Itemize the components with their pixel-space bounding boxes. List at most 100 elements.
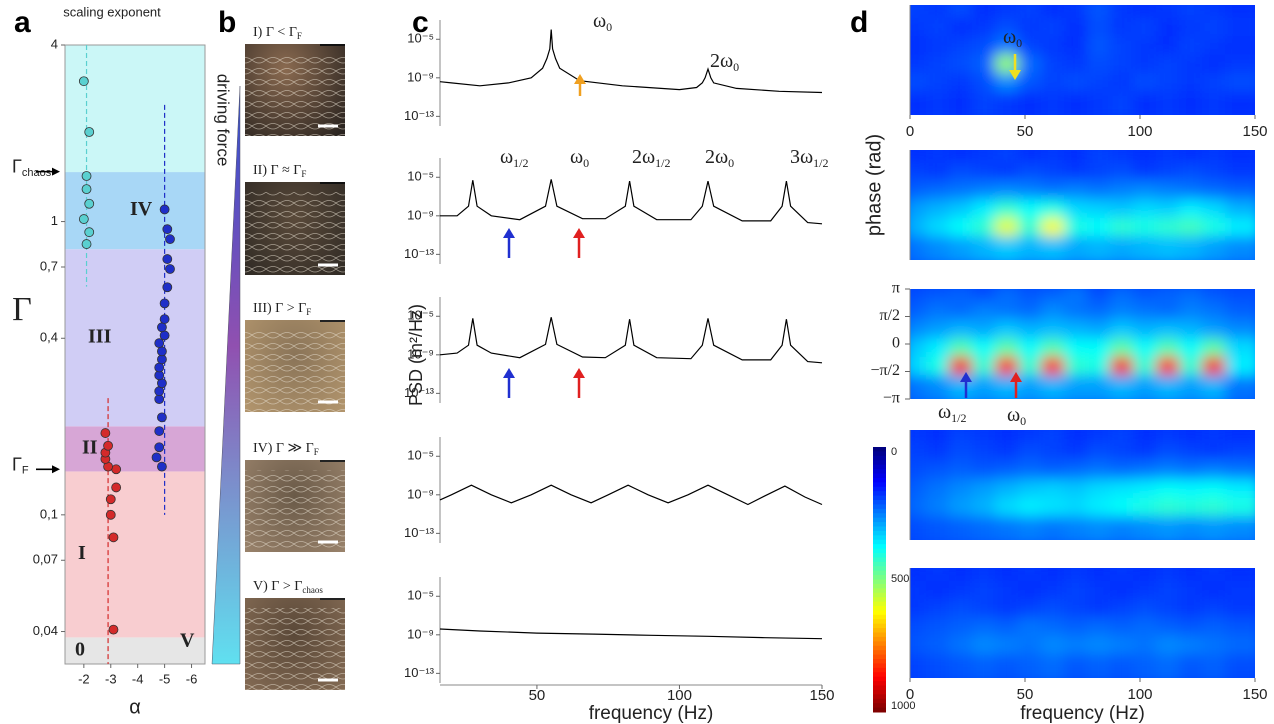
colorbar-step bbox=[873, 610, 886, 616]
x-tick-label: 50 bbox=[1017, 686, 1034, 703]
heatmap-cell bbox=[1225, 236, 1255, 260]
peak-label-sub: 0 bbox=[583, 156, 589, 170]
heatmap-cell bbox=[1225, 91, 1255, 115]
image-label-main: III) Γ > Γ bbox=[253, 301, 306, 316]
colorbar-step bbox=[873, 694, 886, 700]
data-point bbox=[159, 298, 170, 309]
panel-label: d bbox=[850, 6, 868, 39]
y-tick-label: 10⁻⁵ bbox=[407, 169, 434, 184]
peak-label-main: 2ω bbox=[705, 146, 728, 168]
arrow-head bbox=[503, 368, 515, 378]
data-point bbox=[108, 624, 119, 635]
data-point bbox=[157, 461, 167, 472]
data-point bbox=[81, 171, 92, 181]
colorbar-step bbox=[873, 685, 886, 691]
y-tick-label: 10⁻¹³ bbox=[404, 385, 435, 400]
peak-label: 2ω1/2 bbox=[632, 146, 671, 170]
colorbar-step bbox=[873, 513, 886, 519]
regime-label: I bbox=[78, 542, 86, 564]
driving-force-wedge bbox=[211, 85, 241, 665]
peak-label: ω0 bbox=[570, 146, 589, 170]
label-box bbox=[243, 22, 347, 44]
threshold-arrow-head bbox=[52, 167, 60, 176]
peak-label-sub: 0 bbox=[733, 60, 739, 74]
spectrum bbox=[440, 179, 823, 225]
threshold-label: ΓF bbox=[12, 454, 29, 477]
panel-label: a bbox=[14, 6, 31, 39]
image-label-main: V) Γ > Γ bbox=[253, 579, 302, 594]
arrow-head bbox=[573, 368, 585, 378]
data-point bbox=[105, 494, 116, 505]
colorbar-step bbox=[873, 469, 886, 474]
image-label-sub: F bbox=[301, 169, 306, 179]
image-label: V) Γ > Γchaos bbox=[253, 579, 323, 595]
x-tick-label: 0 bbox=[906, 686, 914, 703]
image-label: I) Γ < ΓF bbox=[253, 25, 302, 41]
threshold-label: Γchaos bbox=[12, 156, 52, 179]
arrow-head bbox=[574, 74, 586, 84]
y-tick-label: −π/2 bbox=[870, 362, 900, 379]
colorbar-step bbox=[873, 579, 886, 585]
y-tick-label: 10⁻¹³ bbox=[404, 525, 435, 540]
regime-label: V bbox=[180, 630, 195, 652]
photo-texture bbox=[245, 54, 345, 136]
colorbar-step bbox=[873, 636, 886, 642]
colorbar-step bbox=[873, 561, 886, 567]
image-label: III) Γ > ΓF bbox=[253, 301, 311, 317]
heatmap-cell bbox=[1225, 654, 1255, 678]
peak-label-main: ω bbox=[570, 146, 583, 168]
colorbar-step bbox=[873, 455, 886, 461]
threshold-label-main: Γ bbox=[12, 454, 22, 474]
colorbar-step bbox=[873, 495, 886, 501]
arrow-head bbox=[1010, 372, 1022, 382]
peak-label-main: 2ω bbox=[710, 50, 733, 72]
colorbar-step bbox=[873, 681, 886, 686]
peak-label-main: 2ω bbox=[632, 146, 655, 168]
label-box bbox=[243, 160, 347, 182]
y-tick-label: 10⁻¹³ bbox=[404, 108, 435, 123]
colorbar-step bbox=[873, 575, 886, 580]
data-point bbox=[78, 214, 89, 224]
y-tick-label: 10⁻¹³ bbox=[404, 665, 435, 680]
colorbar-step bbox=[873, 473, 886, 479]
data-point bbox=[165, 234, 175, 245]
colorbar-step bbox=[873, 517, 886, 523]
y-tick-label: 10⁻⁹ bbox=[407, 626, 434, 641]
colorbar-step bbox=[873, 619, 886, 625]
threshold-label-sub: F bbox=[22, 465, 29, 477]
colorbar-step bbox=[873, 703, 886, 709]
colorbar-step bbox=[873, 632, 886, 638]
y-tick-label: −π bbox=[883, 390, 900, 407]
colorbar-step bbox=[873, 583, 886, 589]
image-label-sub: F bbox=[306, 307, 311, 317]
image-label-sub: F bbox=[297, 31, 302, 41]
peak-label-sub: 0 bbox=[606, 20, 612, 34]
regime-label: 0 bbox=[75, 638, 85, 660]
colorbar-step bbox=[873, 548, 886, 554]
heatmap-blur bbox=[910, 430, 1255, 540]
colorbar-step bbox=[873, 606, 886, 611]
regime-band bbox=[65, 471, 205, 638]
plot-frame bbox=[64, 44, 206, 665]
data-point bbox=[108, 532, 119, 543]
image-label: IV) Γ ≫ ΓF bbox=[253, 441, 319, 457]
colorbar-label: 0 bbox=[891, 446, 897, 458]
data-point bbox=[81, 184, 92, 195]
x-tick-label: 100 bbox=[667, 687, 692, 704]
photo-texture bbox=[245, 192, 345, 275]
peak-label-sub: 0 bbox=[728, 156, 734, 170]
data-point bbox=[159, 204, 170, 215]
peak-label-sub: 1/2 bbox=[655, 156, 670, 170]
x-tick-label: 150 bbox=[1242, 123, 1267, 140]
heatmap-blur bbox=[910, 150, 1255, 260]
colorbar-step bbox=[873, 526, 886, 532]
heatmap-cells bbox=[910, 150, 1255, 260]
x-tick-label: 150 bbox=[1242, 686, 1267, 703]
colorbar-step bbox=[873, 707, 886, 713]
peak-label-sub: 0 bbox=[1020, 414, 1026, 428]
y-tick-label: 1 bbox=[51, 213, 58, 228]
data-point bbox=[84, 227, 95, 238]
x-axis-title: frequency (Hz) bbox=[1020, 703, 1145, 724]
label-box bbox=[243, 576, 371, 598]
